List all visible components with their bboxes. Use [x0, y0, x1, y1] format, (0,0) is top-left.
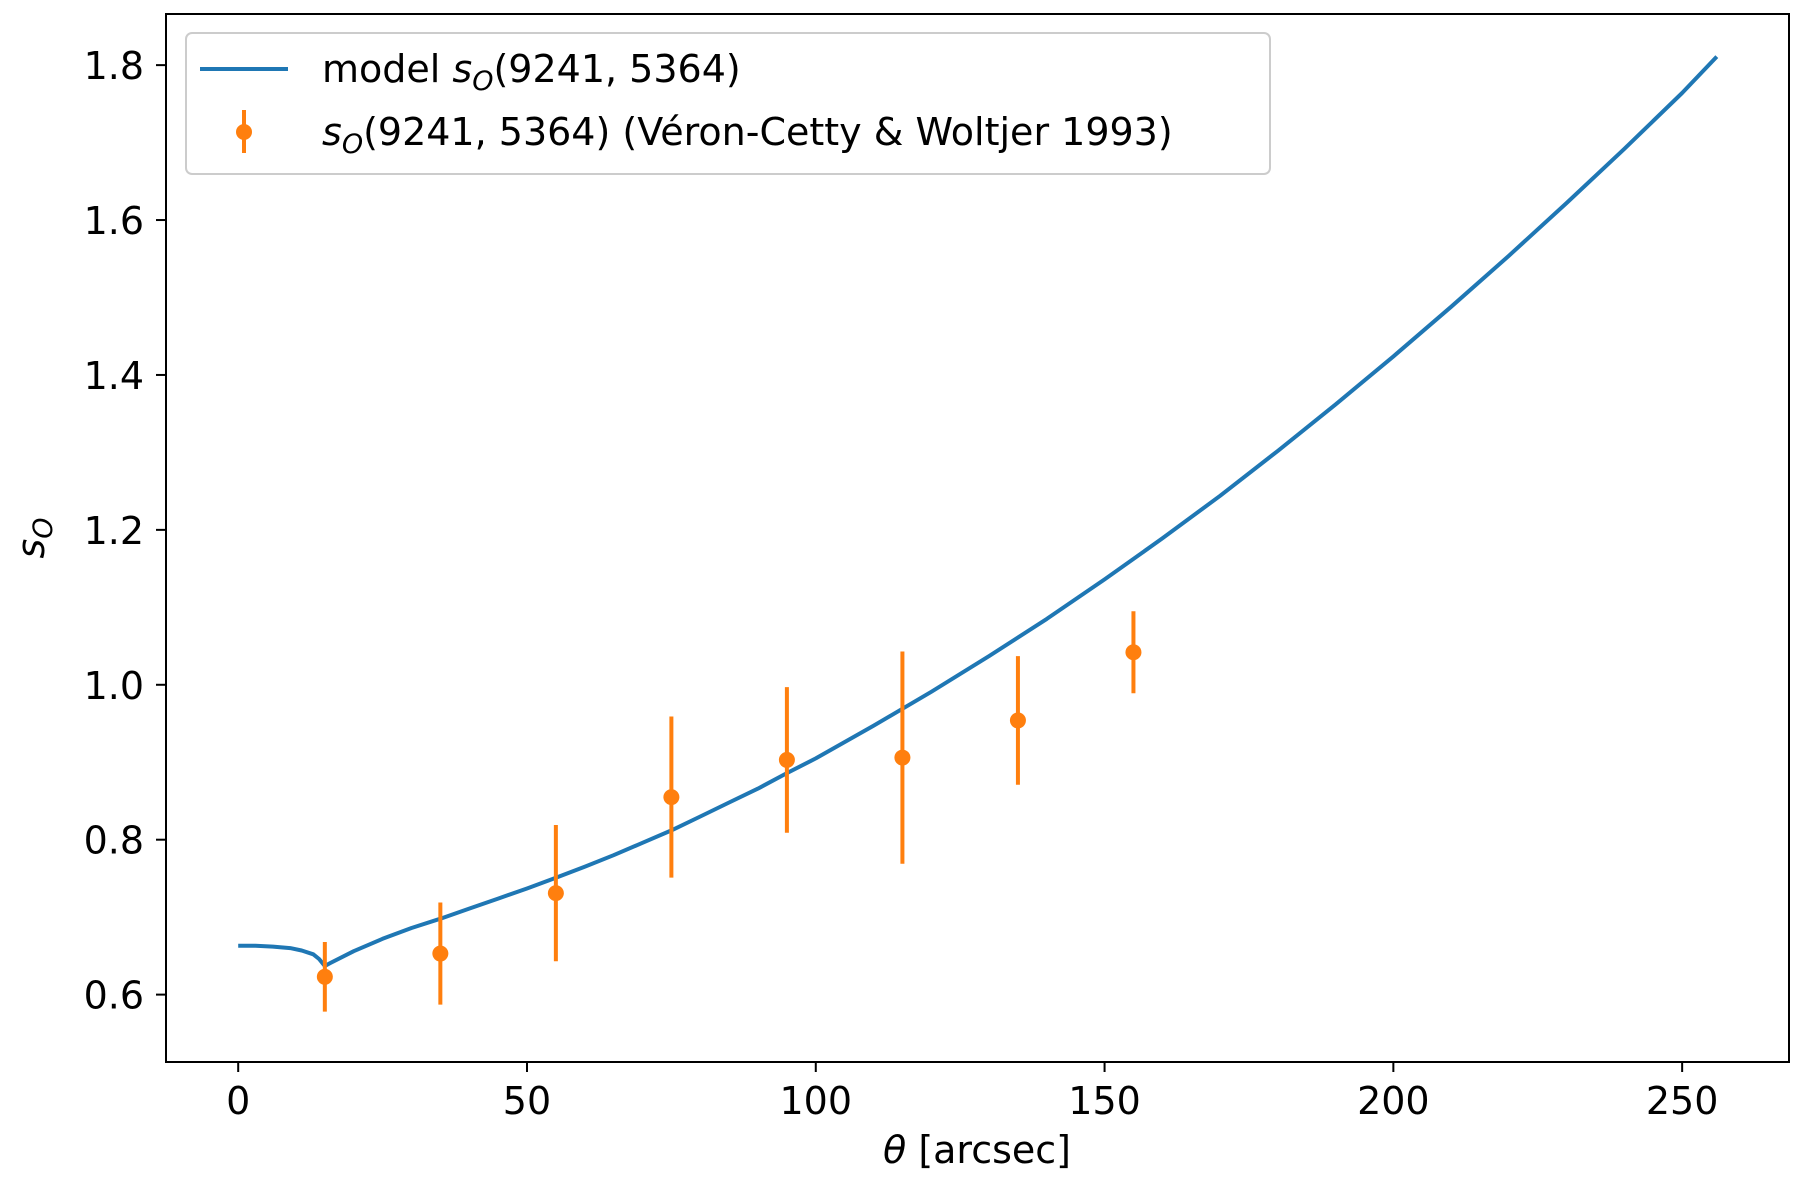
x-axis-unit: [arcsec] [906, 1128, 1071, 1172]
x-tick-label: 250 [1646, 1079, 1719, 1123]
legend-box [185, 32, 1271, 175]
legend: model sO(9241, 5364) sO(9241, 5364) (Vér… [185, 32, 1271, 175]
data-point [894, 749, 911, 766]
y-tick-label: 0.8 [84, 819, 144, 863]
legend-model-suffix: (9241, 5364) [493, 47, 740, 91]
x-tick-label: 50 [503, 1079, 551, 1123]
legend-data-sub: O [342, 129, 363, 160]
data-point [432, 945, 449, 962]
x-axis: 0 50 100 150 200 250 [226, 1062, 1718, 1123]
legend-model-prefix: model [322, 47, 452, 91]
y-tick-label: 1.6 [84, 199, 144, 243]
legend-label-data: sO(9241, 5364) (Véron-Cetty & Woltjer 19… [322, 110, 1173, 160]
y-tick-label: 1.4 [84, 354, 144, 398]
legend-data-suffix: (9241, 5364) (Véron-Cetty & Woltjer 1993… [363, 110, 1173, 154]
legend-model-sub: O [472, 66, 493, 97]
y-tick-label: 0.6 [84, 974, 144, 1018]
legend-marker-swatch [236, 124, 252, 140]
plot-area [166, 14, 1789, 1062]
legend-label-model: model sO(9241, 5364) [322, 47, 741, 97]
series-layer [238, 55, 1719, 1012]
legend-data-var: s [322, 110, 342, 154]
y-axis-title: sO [9, 517, 59, 558]
y-axis: 0.6 0.8 1.0 1.2 1.4 1.6 1.8 [84, 44, 166, 1018]
legend-model-var: s [452, 47, 472, 91]
data-point [778, 751, 795, 768]
x-axis-symbol: θ [883, 1128, 906, 1172]
y-axis-var: s [9, 539, 53, 559]
x-tick-label: 100 [780, 1079, 853, 1123]
data-point [547, 885, 564, 902]
axes-frame [165, 13, 1790, 1063]
data-point [1125, 644, 1142, 661]
data-point [663, 789, 680, 806]
y-axis-sub: O [28, 517, 59, 538]
x-tick-label: 150 [1068, 1079, 1141, 1123]
x-tick-label: 0 [226, 1079, 250, 1123]
y-tick-label: 1.0 [84, 664, 144, 708]
x-axis-title: θ [arcsec] [883, 1128, 1071, 1172]
data-point [316, 968, 333, 985]
y-tick-label: 1.2 [84, 509, 144, 553]
data-point [1009, 712, 1026, 729]
x-tick-label: 200 [1357, 1079, 1430, 1123]
y-tick-label: 1.8 [84, 44, 144, 88]
